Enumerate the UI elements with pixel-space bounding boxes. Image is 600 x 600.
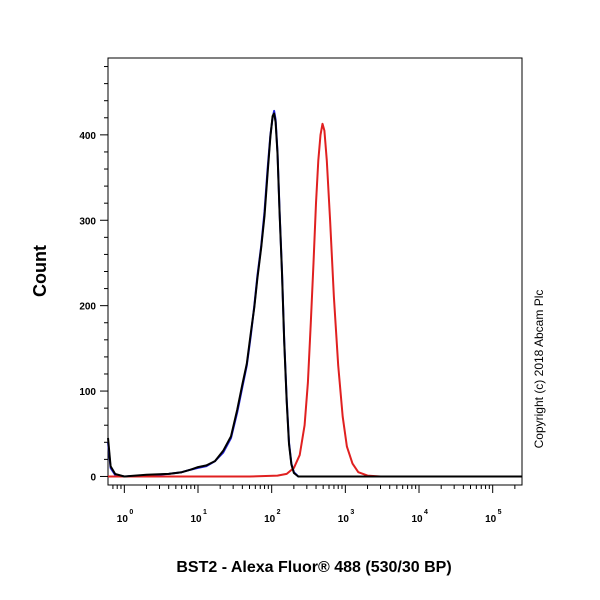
x-tick-label: 10 <box>411 514 423 525</box>
x-axis-title: BST2 - Alexa Fluor® 488 (530/30 BP) <box>176 559 451 576</box>
x-tick-exponent: 1 <box>203 509 207 516</box>
series-layer <box>107 109 522 478</box>
x-tick-exponent: 0 <box>129 509 133 516</box>
series-line-2 <box>108 122 522 478</box>
y-axis-title: Count <box>30 245 50 297</box>
x-tick-exponent: 3 <box>350 509 354 516</box>
copyright-text: Copyright (c) 2018 Abcam Plc <box>532 290 546 449</box>
x-tick-label: 10 <box>190 514 202 525</box>
y-tick-label: 0 <box>90 472 96 483</box>
x-tick-label: 10 <box>485 514 497 525</box>
y-axis: 0 100 200 300 400 <box>79 66 108 483</box>
x-tick-exponent: 2 <box>277 509 281 516</box>
y-tick-label: 300 <box>79 216 96 227</box>
x-tick-exponent: 5 <box>498 509 502 516</box>
y-tick-label: 200 <box>79 302 96 313</box>
x-tick-label: 10 <box>264 514 276 525</box>
series-line-3 <box>107 112 522 478</box>
x-tick-label: 10 <box>338 514 350 525</box>
x-tick-label: 10 <box>117 514 129 525</box>
y-tick-label: 400 <box>79 131 96 142</box>
x-tick-exponent: 4 <box>424 509 428 516</box>
y-tick-label: 100 <box>79 387 96 398</box>
series-line-1 <box>107 109 522 478</box>
plot-frame <box>107 57 523 486</box>
